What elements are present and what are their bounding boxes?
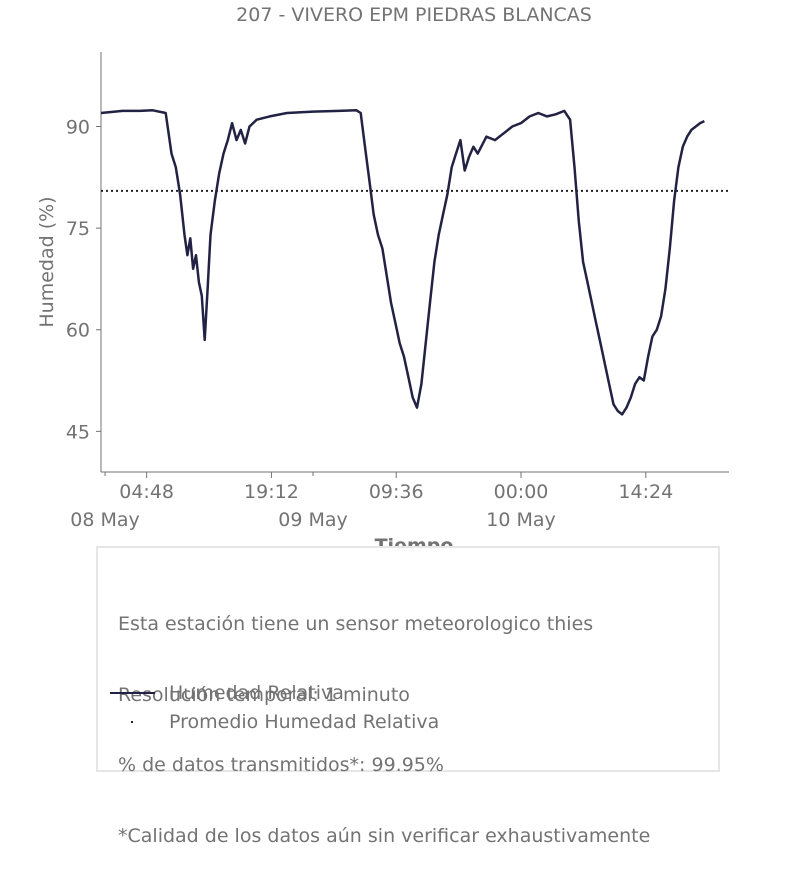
series-line-humedad xyxy=(100,109,705,416)
x-tick-label: 00:00 xyxy=(494,481,549,503)
y-tick-label: 90 xyxy=(66,117,90,139)
info-line-sensor: Esta estación tiene un sensor meteorolog… xyxy=(118,613,594,635)
legend-label-humedad: Humedad Relativa xyxy=(169,682,344,704)
x-tick-label: 09:36 xyxy=(369,481,424,503)
legend-label-promedio: Promedio Humedad Relativa xyxy=(169,711,440,733)
legend-entry-humedad: Humedad Relativa xyxy=(110,681,344,705)
info-line-quality: *Calidad de los datos aún sin verificar … xyxy=(118,824,651,847)
chart-title: 207 - VIVERO EPM PIEDRAS BLANCAS xyxy=(236,4,592,26)
y-tick-label: 60 xyxy=(66,320,90,342)
x-date-label: 10 May xyxy=(486,509,556,531)
legend-dot-swatch xyxy=(110,710,155,734)
y-tick-label: 75 xyxy=(66,218,90,240)
info-line-resolution: Resolución temporal: 1 minuto xyxy=(118,683,410,706)
x-date-label: 09 May xyxy=(278,509,348,531)
chart-area: 207 - VIVERO EPM PIEDRAS BLANCAS Humedad… xyxy=(36,4,729,557)
info-text: Esta estación tiene un sensor meteorolog… xyxy=(118,566,650,895)
x-date-label: 08 May xyxy=(70,509,140,531)
plot-marks xyxy=(100,109,729,416)
x-tick-label: 14:24 xyxy=(618,481,673,503)
info-legend-box: Esta estación tiene un sensor meteorolog… xyxy=(96,546,720,847)
legend-line-swatch xyxy=(110,692,155,694)
legend-entry-promedio: Promedio Humedad Relativa xyxy=(110,710,439,734)
x-tick-label: 04:48 xyxy=(119,481,174,503)
y-axis-label: Humedad (%) xyxy=(36,196,58,327)
x-tick-label: 19:12 xyxy=(244,481,299,503)
axes: 45 60 75 90 04:48 19:12 09:36 00:00 14:24 08 May 0… xyxy=(66,52,729,531)
info-line-transmitted: % de datos transmitidos*: 99.95% xyxy=(118,754,444,776)
y-tick-label: 45 xyxy=(66,421,90,443)
